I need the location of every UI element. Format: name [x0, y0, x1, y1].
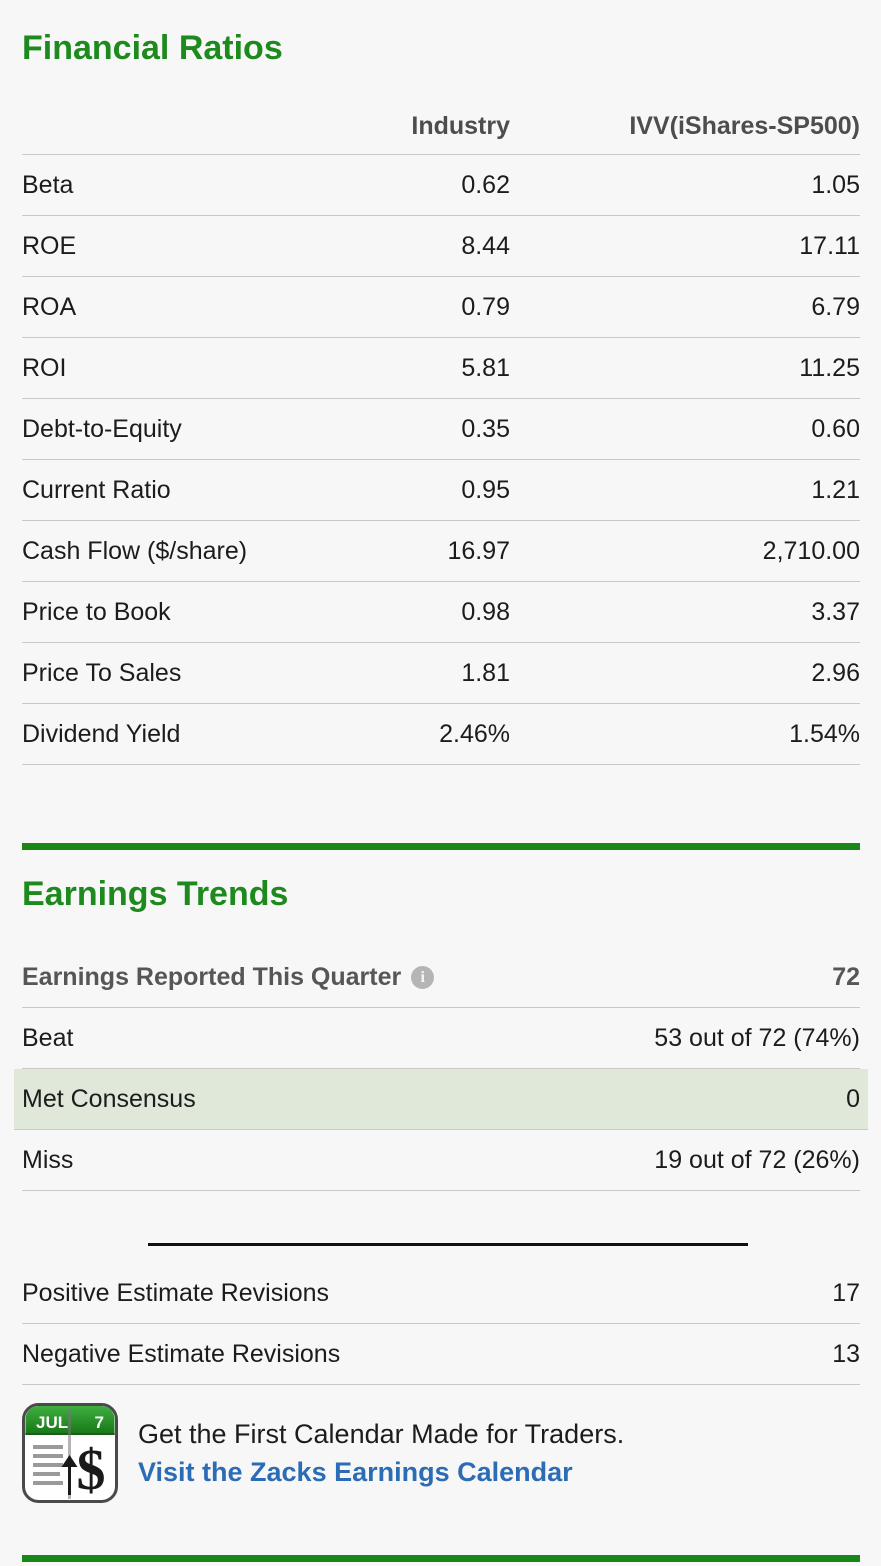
row-industry-value: 2.46%: [439, 719, 510, 748]
earnings-reported-text: Earnings Reported This Quarter: [22, 962, 402, 991]
row-industry-value: 0.35: [461, 414, 510, 443]
earnings-reported-value: 72: [832, 962, 860, 991]
row-industry-value: 5.81: [461, 353, 510, 382]
table-row: ROI 5.81 11.25: [22, 338, 860, 399]
row-industry-value: 0.98: [461, 597, 510, 626]
financial-ratios-header: Industry IVV(iShares-SP500): [22, 66, 860, 155]
row-label: Beta: [22, 170, 74, 199]
positive-revisions-label: Positive Estimate Revisions: [22, 1278, 330, 1307]
svg-text:JUL: JUL: [36, 1413, 68, 1432]
row-label: Debt-to-Equity: [22, 414, 182, 443]
beat-row: Beat 53 out of 72 (74%): [22, 1008, 860, 1069]
table-row: Dividend Yield 2.46% 1.54%: [22, 704, 860, 765]
row-label: Price to Book: [22, 597, 171, 626]
table-row: Price To Sales 1.81 2.96: [22, 643, 860, 704]
row-industry-value: 0.62: [461, 170, 510, 199]
bottom-divider: [22, 1555, 860, 1562]
negative-revisions-value: 13: [832, 1339, 860, 1368]
positive-revisions-value: 17: [832, 1278, 860, 1307]
revisions-divider: [148, 1243, 748, 1246]
row-ivv-value: 1.54%: [789, 719, 860, 748]
row-label: Current Ratio: [22, 475, 171, 504]
miss-label: Miss: [22, 1145, 74, 1174]
table-row: Beta 0.62 1.05: [22, 155, 860, 216]
positive-revisions-row: Positive Estimate Revisions 17: [22, 1263, 860, 1324]
financial-ratios-title: Financial Ratios: [22, 29, 283, 67]
row-label: Price To Sales: [22, 658, 182, 687]
row-industry-value: 0.95: [461, 475, 510, 504]
header-industry: Industry: [411, 112, 510, 140]
calendar-icon[interactable]: JUL 7 $: [22, 1403, 118, 1503]
table-row: Current Ratio 0.95 1.21: [22, 460, 860, 521]
negative-revisions-row: Negative Estimate Revisions 13: [22, 1324, 860, 1385]
table-row: ROA 0.79 6.79: [22, 277, 860, 338]
table-row: Price to Book 0.98 3.37: [22, 582, 860, 643]
beat-value: 53 out of 72 (74%): [654, 1023, 860, 1052]
row-ivv-value: 1.05: [811, 170, 860, 199]
table-row: Cash Flow ($/share) 16.97 2,710.00: [22, 521, 860, 582]
financial-ratios-table: Industry IVV(iShares-SP500) Beta 0.62 1.…: [22, 66, 860, 765]
row-industry-value: 8.44: [461, 231, 510, 260]
row-label: ROA: [22, 292, 77, 321]
table-row: Debt-to-Equity 0.35 0.60: [22, 399, 860, 460]
row-ivv-value: 3.37: [811, 597, 860, 626]
table-row: ROE 8.44 17.11: [22, 216, 860, 277]
svg-text:$: $: [77, 1437, 106, 1502]
row-ivv-value: 0.60: [811, 414, 860, 443]
earnings-reported-label: Earnings Reported This Quarter i: [22, 962, 435, 992]
met-consensus-row: Met Consensus 0: [14, 1069, 868, 1130]
row-label: Dividend Yield: [22, 719, 181, 748]
row-industry-value: 1.81: [461, 658, 510, 687]
row-ivv-value: 1.21: [811, 475, 860, 504]
page-container: Financial Ratios Industry IVV(iShares-SP…: [0, 30, 881, 1503]
row-ivv-value: 11.25: [799, 353, 860, 382]
svg-text:7: 7: [95, 1413, 104, 1432]
earnings-calendar-promo: JUL 7 $ Get the First Calendar Made for …: [22, 1403, 860, 1503]
promo-text: Get the First Calendar Made for Traders.…: [138, 1415, 624, 1491]
earnings-trends-title: Earnings Trends: [22, 875, 289, 913]
promo-headline: Get the First Calendar Made for Traders.: [138, 1419, 625, 1449]
met-consensus-value: 0: [846, 1084, 860, 1113]
miss-row: Miss 19 out of 72 (26%): [22, 1130, 860, 1191]
row-ivv-value: 2,710.00: [762, 536, 860, 565]
row-label: ROI: [22, 353, 67, 382]
row-industry-value: 0.79: [461, 292, 510, 321]
row-ivv-value: 6.79: [811, 292, 860, 321]
header-ivv: IVV(iShares-SP500): [629, 112, 860, 140]
negative-revisions-label: Negative Estimate Revisions: [22, 1339, 341, 1368]
zacks-earnings-calendar-link[interactable]: Visit the Zacks Earnings Calendar: [138, 1457, 573, 1487]
row-label: Cash Flow ($/share): [22, 536, 248, 565]
section-divider: [22, 843, 860, 850]
beat-label: Beat: [22, 1023, 74, 1052]
earnings-reported-row: Earnings Reported This Quarter i 72: [22, 947, 860, 1008]
row-industry-value: 16.97: [447, 536, 510, 565]
row-ivv-value: 17.11: [799, 231, 860, 260]
row-ivv-value: 2.96: [811, 658, 860, 687]
info-icon[interactable]: i: [411, 965, 435, 989]
row-label: ROE: [22, 231, 77, 260]
met-consensus-label: Met Consensus: [22, 1084, 196, 1113]
miss-value: 19 out of 72 (26%): [654, 1145, 860, 1174]
